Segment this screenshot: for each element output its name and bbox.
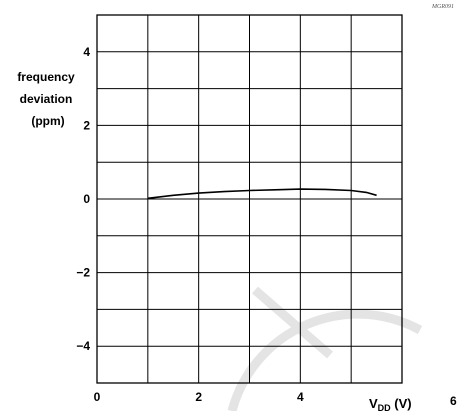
series-line: [147, 188, 377, 200]
y-axis-label-line-3: (ppm): [31, 114, 64, 128]
plot-frame: [96, 14, 403, 384]
y-tick-labels: 4 2 0 −2 −4: [76, 45, 90, 353]
x-tick-labels: 0 2 4 6: [94, 390, 457, 408]
y-tick-label: 4: [83, 45, 90, 59]
y-tick-label: −4: [76, 339, 90, 353]
y-axis-label-line-2: deviation: [20, 92, 73, 106]
x-axis-label-main: V: [369, 396, 378, 411]
x-axis-label: VDD (V): [369, 396, 412, 411]
x-tick-label: 0: [94, 390, 101, 404]
x-axis-label-subscript: DD: [378, 403, 391, 411]
grid-lines: [97, 15, 402, 383]
x-tick-label: 6: [450, 394, 457, 408]
y-tick-label: −2: [76, 266, 90, 280]
x-tick-label: 4: [297, 390, 304, 404]
y-tick-label: 0: [83, 192, 90, 206]
y-axis-label-line-1: frequency: [17, 70, 75, 84]
watermark-arc: [227, 309, 423, 411]
y-tick-label: 2: [83, 118, 90, 132]
figure-code: MGR091: [431, 4, 454, 10]
x-axis-label-unit: (V): [391, 396, 412, 411]
x-tick-label: 2: [195, 390, 202, 404]
watermark-stroke: [252, 286, 333, 359]
